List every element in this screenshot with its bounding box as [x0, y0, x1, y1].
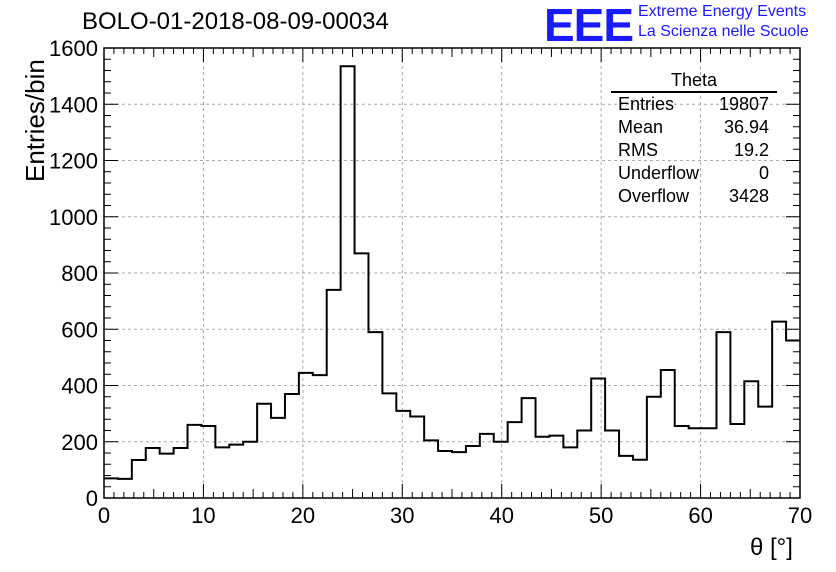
histogram-bin: [549, 436, 563, 498]
histogram-bin: [215, 447, 229, 498]
eee-logo-text: EEE: [544, 0, 634, 51]
histogram-bin: [424, 440, 438, 498]
histogram-bin: [341, 66, 355, 498]
histogram-bin: [716, 332, 730, 498]
x-tick-label: 60: [688, 503, 712, 528]
histogram-bin: [675, 426, 689, 498]
histogram-bin: [744, 381, 758, 498]
histogram-bin: [160, 454, 174, 498]
stats-label: Underflow: [618, 163, 700, 183]
x-axis-label: θ [°]: [750, 534, 793, 561]
x-tick-label: 40: [489, 503, 513, 528]
y-tick-label: 400: [61, 374, 98, 399]
histogram-bin: [494, 442, 508, 498]
histogram-bin: [605, 431, 619, 499]
stats-value: 3428: [728, 186, 769, 206]
histogram-bin: [299, 373, 313, 498]
stats-label: Entries: [618, 94, 675, 114]
histogram-bin: [633, 460, 647, 498]
histogram-bin: [466, 446, 480, 498]
x-tick-label: 20: [291, 503, 315, 528]
y-tick-label: 0: [86, 486, 98, 511]
y-tick-label: 800: [61, 261, 98, 286]
histogram-bin: [327, 290, 341, 498]
histogram-bin: [480, 434, 494, 498]
histogram-bin: [382, 393, 396, 498]
stats-label: RMS: [618, 140, 658, 160]
x-tick-label: 50: [589, 503, 613, 528]
histogram-bin: [368, 332, 382, 498]
stats-row-underflow: Underflow 0: [611, 162, 777, 185]
histogram-bin: [188, 425, 202, 498]
histogram-bin: [285, 394, 299, 498]
histogram-bin: [146, 448, 160, 498]
x-tick-label: 0: [98, 503, 110, 528]
y-tick-label: 1600: [49, 36, 98, 61]
histogram-bin: [703, 428, 717, 498]
histogram-bin: [758, 407, 772, 498]
histogram-bin: [508, 422, 522, 498]
histogram-bin: [438, 451, 452, 498]
histogram-bin: [118, 479, 132, 498]
histogram-bin: [257, 404, 271, 498]
histogram-bin: [452, 452, 466, 498]
histogram-bin: [313, 375, 327, 498]
histogram-bin: [563, 447, 577, 498]
stats-row-overflow: Overflow 3428: [611, 185, 777, 208]
y-axis-label: Entries/bin: [20, 59, 50, 182]
histogram-bin: [229, 445, 243, 498]
histogram-bin: [647, 397, 661, 498]
brand-line-1: Extreme Energy Events: [638, 3, 807, 20]
histogram-bin: [355, 253, 369, 498]
stats-row-rms: RMS 19.2: [611, 139, 777, 162]
stats-value: 36.94: [723, 117, 769, 137]
y-tick-label: 1000: [49, 205, 98, 230]
stats-title: Theta: [611, 70, 777, 93]
y-tick-label: 600: [61, 317, 98, 342]
histogram-bin: [661, 370, 675, 498]
histogram-bin: [536, 437, 550, 498]
chart-title: BOLO-01-2018-08-09-00034: [82, 8, 389, 35]
stats-row-entries: Entries 19807: [611, 93, 777, 116]
histogram-bin: [730, 424, 744, 498]
histogram-bin: [772, 322, 786, 498]
stats-label: Mean: [618, 117, 664, 137]
y-tick-label: 1400: [49, 92, 98, 117]
stats-label: Overflow: [618, 186, 690, 206]
histogram-line: [104, 65, 800, 480]
y-tick-label: 1200: [49, 149, 98, 174]
histogram-bin: [522, 398, 536, 498]
stats-box: Theta Entries 19807 Mean 36.94 RMS 19.2 …: [611, 70, 777, 208]
histogram-bin: [577, 431, 591, 499]
histogram-bin: [174, 448, 188, 498]
histogram-bin: [271, 418, 285, 498]
stats-value: 19807: [718, 94, 769, 114]
histogram-bin: [396, 411, 410, 498]
stats-row-mean: Mean 36.94: [611, 116, 777, 139]
x-tick-label: 30: [390, 503, 414, 528]
stats-value: 0: [758, 163, 769, 183]
histogram-bin: [410, 416, 424, 498]
histogram-bin: [619, 456, 633, 498]
histogram-bin: [591, 378, 605, 498]
y-tick-label: 200: [61, 430, 98, 455]
x-tick-label: 70: [788, 503, 812, 528]
x-tick-label: 10: [191, 503, 215, 528]
histogram-bin: [104, 478, 118, 498]
stats-value: 19.2: [733, 140, 769, 160]
brand-line-2: La Scienza nelle Scuole: [638, 23, 809, 40]
histogram-bin: [243, 442, 257, 498]
